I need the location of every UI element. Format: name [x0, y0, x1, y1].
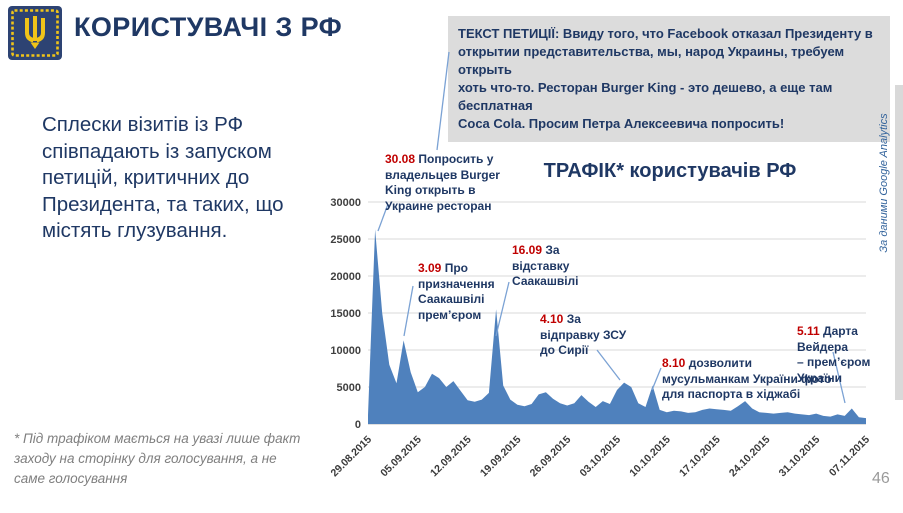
svg-text:12.09.2015: 12.09.2015: [428, 434, 474, 480]
svg-text:0: 0: [355, 419, 361, 431]
annotation-date: 8.10: [662, 356, 689, 370]
lead-paragraph: Сплески візитів із РФ співпадають із зап…: [42, 113, 284, 242]
svg-text:30000: 30000: [330, 197, 361, 209]
annotation-date: 4.10: [540, 312, 567, 326]
svg-text:24.10.2015: 24.10.2015: [727, 434, 773, 480]
chart-annotation-3.09: 3.09 Про призначення Саакашвілі прем’єро…: [418, 261, 495, 322]
svg-text:31.10.2015: 31.10.2015: [777, 434, 823, 480]
annotation-date: 5.11: [797, 324, 824, 338]
page-number: 46: [872, 470, 890, 487]
chart-annotation-8.10: 8.10 дозволити мусульманкам України фото…: [662, 356, 832, 401]
annotation-date: 30.08: [385, 152, 419, 166]
svg-text:25000: 25000: [330, 234, 361, 246]
chart-annotation-16.09: 16.09 За відставку Саакашвілі: [512, 243, 579, 288]
svg-text:05.09.2015: 05.09.2015: [378, 434, 424, 480]
tryzub-icon: [25, 16, 45, 49]
chart-annotation-30.08: 30.08 Попросить у владельцев Burger King…: [385, 152, 500, 213]
annotation-date: 16.09: [512, 243, 546, 257]
footnote: * Під трафіком мається на увазі лише фак…: [14, 431, 301, 486]
svg-text:19.09.2015: 19.09.2015: [478, 434, 524, 480]
annotation-date: 3.09: [418, 261, 445, 275]
svg-text:07.11.2015: 07.11.2015: [827, 434, 872, 479]
svg-text:03.10.2015: 03.10.2015: [577, 434, 623, 480]
chart-annotation-5.11: 5.11 Дарта Вейдера – прем’єром України: [797, 324, 871, 385]
page-title: КОРИСТУВАЧІ З РФ: [74, 12, 343, 42]
chart-title: ТРАФІК* користувачів РФ: [543, 160, 797, 182]
svg-text:29.08.2015: 29.08.2015: [328, 434, 374, 480]
ukraine-coat-of-arms-icon: [8, 6, 62, 60]
svg-text:26.09.2015: 26.09.2015: [528, 434, 574, 480]
data-source-note: За даними Google Analytics: [878, 113, 890, 253]
svg-text:15000: 15000: [330, 308, 361, 320]
svg-text:5000: 5000: [337, 382, 361, 394]
svg-text:10000: 10000: [330, 345, 361, 357]
svg-text:10.10.2015: 10.10.2015: [627, 434, 673, 480]
chart-annotation-4.10: 4.10 За відправку ЗСУ до Сирії: [540, 312, 627, 357]
petition-text-box: ТЕКСТ ПЕТИЦІЇ: Ввиду того, что Facebook …: [448, 16, 890, 142]
svg-text:17.10.2015: 17.10.2015: [677, 434, 723, 480]
right-edge-strip: [895, 85, 903, 400]
svg-text:20000: 20000: [330, 271, 361, 283]
